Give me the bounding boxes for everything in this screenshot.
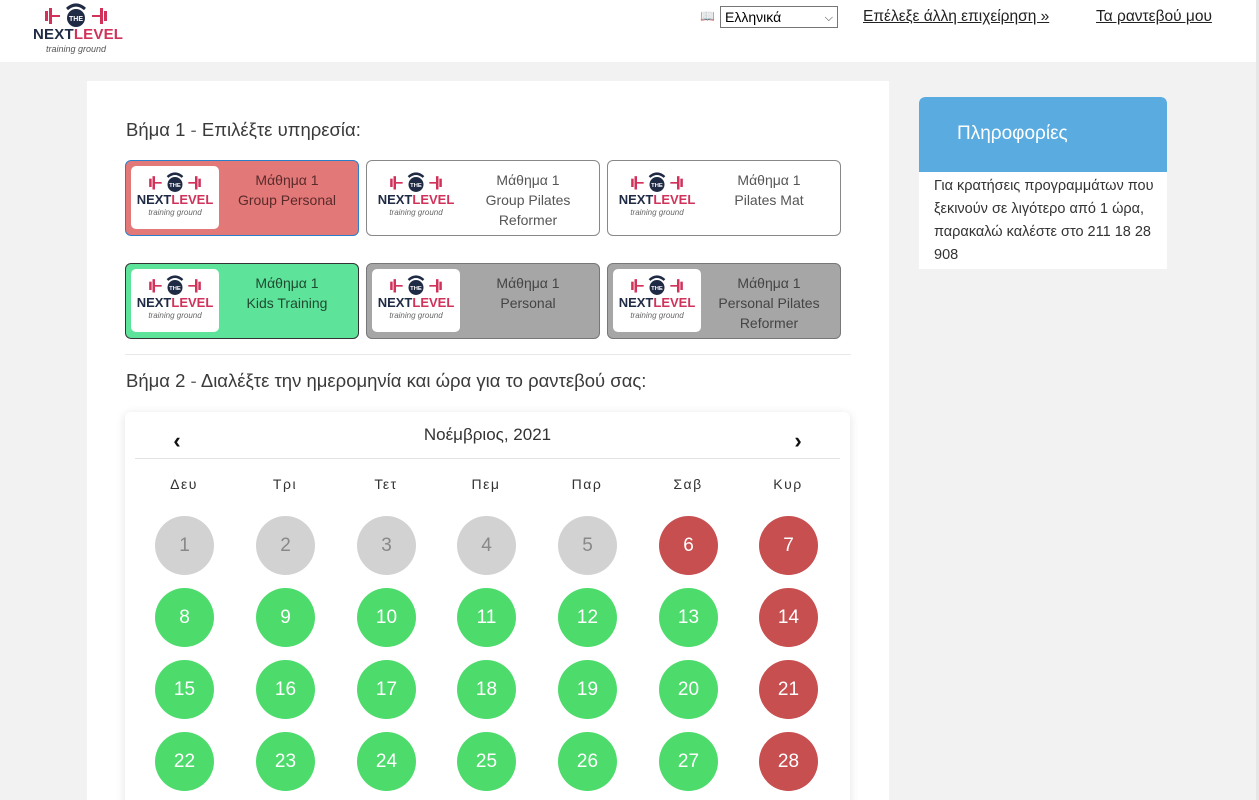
kettlebell-logo-icon: THE [631, 275, 683, 295]
kettlebell-logo-icon: THE [390, 172, 442, 192]
info-header: Πληροφορίες [919, 97, 1167, 172]
service-logo: THE NEXTLEVEL training ground [372, 269, 460, 332]
info-title: Πληροφορίες [957, 123, 1068, 144]
step1-title: Βήμα 1 - Επιλέξτε υπηρεσία: [126, 119, 361, 140]
calendar-day[interactable]: 14 [759, 588, 818, 647]
service-label: Μάθημα 1 Group Personal [237, 172, 337, 208]
kettlebell-logo-icon: THE [45, 3, 107, 27]
service-label: Μάθημα 1 Group Pilates Reformer [485, 172, 571, 228]
booking-panel: Βήμα 1 - Επιλέξτε υπηρεσία: THE NEXTLEVEL… [87, 81, 889, 800]
service-logo: THE NEXTLEVEL training ground [613, 166, 701, 229]
calendar-day[interactable]: 11 [457, 588, 516, 647]
svg-text:THE: THE [69, 16, 83, 23]
service-logo: THE NEXTLEVEL training ground [613, 269, 701, 332]
service-label: Μάθημα 1 Personal [496, 275, 560, 311]
svg-text:THE: THE [169, 286, 181, 292]
calendar-day[interactable]: 22 [155, 732, 214, 791]
weekday-label: Δευ [170, 476, 198, 492]
kettlebell-logo-icon: THE [149, 275, 201, 295]
language-select[interactable]: Ελληνικά ⌵ [720, 6, 838, 28]
my-appointments-link[interactable]: Τα ραντεβού μου [1096, 8, 1212, 25]
service-logo: THE NEXTLEVEL training ground [372, 166, 460, 229]
calendar-day[interactable]: 24 [357, 732, 416, 791]
step2-title: Βήμα 2 - Διαλέξτε την ημερομηνία και ώρα… [126, 370, 647, 391]
calendar-day: 5 [558, 516, 617, 575]
service-logo: THE NEXTLEVEL training ground [131, 269, 219, 332]
calendar-day[interactable]: 15 [155, 660, 214, 719]
calendar-day[interactable]: 9 [256, 588, 315, 647]
calendar-day[interactable]: 18 [457, 660, 516, 719]
service-card[interactable]: THE NEXTLEVEL training ground Μάθημα 1 Pilat… [607, 160, 841, 236]
service-card[interactable]: THE NEXTLEVEL training ground Μάθημα 1 Perso… [366, 263, 600, 339]
svg-text:THE: THE [169, 183, 181, 189]
book-icon: 📖 [700, 9, 715, 23]
info-box: Πληροφορίες Για κρατήσεις προγραμμάτων π… [919, 97, 1167, 269]
service-label: Μάθημα 1 Personal Pilates Reformer [718, 275, 820, 331]
weekday-label: Σαβ [673, 476, 703, 492]
calendar-day[interactable]: 17 [357, 660, 416, 719]
weekday-label: Τρι [272, 476, 298, 492]
svg-text:THE: THE [410, 183, 422, 189]
calendar-day[interactable]: 16 [256, 660, 315, 719]
kettlebell-logo-icon: THE [631, 172, 683, 192]
kettlebell-logo-icon: THE [149, 172, 201, 192]
weekday-label: Παρ [571, 476, 603, 492]
calendar-day[interactable]: 21 [759, 660, 818, 719]
info-text: Για κρατήσεις προγραμμάτων που ξεκινούν … [934, 178, 1154, 263]
service-card[interactable]: THE NEXTLEVEL training ground Μάθημα 1 Perso… [607, 263, 841, 339]
weekday-label: Κυρ [773, 476, 803, 492]
calendar: ‹ Νοέμβριος, 2021 › Δευ Τρι Τετ Πεμ Παρ Σαβ Κυ… [125, 412, 850, 800]
chevron-right-icon[interactable]: › [794, 428, 802, 453]
kettlebell-logo-icon: THE [390, 275, 442, 295]
calendar-day[interactable]: 26 [558, 732, 617, 791]
calendar-day[interactable]: 23 [256, 732, 315, 791]
calendar-day: 1 [155, 516, 214, 575]
svg-text:THE: THE [651, 286, 663, 292]
page-scrollbar[interactable] [1256, 0, 1259, 800]
site-logo[interactable]: THE NEXTLEVEL training ground [33, 3, 123, 57]
chevron-down-icon: ⌵ [824, 12, 833, 24]
service-card[interactable]: THE NEXTLEVEL training ground Μάθημα 1 Group… [366, 160, 600, 236]
calendar-day[interactable]: 12 [558, 588, 617, 647]
calendar-day[interactable]: 27 [659, 732, 718, 791]
calendar-day[interactable]: 13 [659, 588, 718, 647]
chevron-left-icon[interactable]: ‹ [173, 428, 181, 453]
calendar-day: 2 [256, 516, 315, 575]
calendar-day[interactable]: 28 [759, 732, 818, 791]
calendar-day[interactable]: 25 [457, 732, 516, 791]
calendar-divider [135, 458, 840, 459]
svg-text:THE: THE [410, 286, 422, 292]
divider [125, 354, 851, 355]
calendar-day[interactable]: 20 [659, 660, 718, 719]
calendar-day[interactable]: 7 [759, 516, 818, 575]
service-logo: THE NEXTLEVEL training ground [131, 166, 219, 229]
service-label: Μάθημα 1 Pilates Mat [734, 172, 804, 208]
service-card[interactable]: THE NEXTLEVEL training ground Μάθημα 1 Group… [125, 160, 359, 236]
calendar-day[interactable]: 8 [155, 588, 214, 647]
weekday-label: Πεμ [471, 476, 501, 492]
service-card[interactable]: THE NEXTLEVEL training ground Μάθημα 1 Kids … [125, 263, 359, 339]
choose-other-business-link[interactable]: Επέλεξε άλλη επιχείρηση » [863, 8, 1050, 25]
svg-text:THE: THE [651, 183, 663, 189]
calendar-day[interactable]: 10 [357, 588, 416, 647]
calendar-day: 3 [357, 516, 416, 575]
calendar-month-label: Νοέμβριος, 2021 [423, 425, 552, 444]
weekday-label: Τετ [374, 476, 398, 492]
calendar-day[interactable]: 6 [659, 516, 718, 575]
service-label: Μάθημα 1 Kids Training [246, 275, 328, 311]
calendar-day[interactable]: 19 [558, 660, 617, 719]
calendar-day: 4 [457, 516, 516, 575]
top-bar: THE NEXTLEVEL training ground 📖 Ελληνικά… [0, 0, 1259, 62]
